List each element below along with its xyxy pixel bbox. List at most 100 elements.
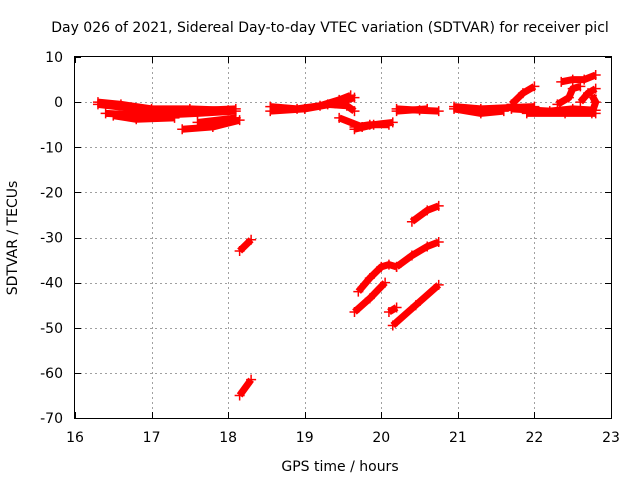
data-band	[387, 304, 399, 315]
x-tick-label: 18	[219, 430, 237, 446]
y-tick-label: -40	[40, 276, 63, 292]
data-point	[192, 117, 203, 128]
data-point	[433, 200, 444, 211]
data-point	[422, 241, 433, 252]
data-series	[322, 99, 360, 117]
data-point	[433, 106, 444, 117]
x-tick-labels: 16 17 18 19 20 21 22 23	[66, 430, 620, 446]
y-tick-label: -10	[40, 140, 63, 156]
data-point	[567, 74, 578, 85]
y-tick-label: 0	[54, 95, 63, 111]
data-point	[349, 92, 360, 103]
y-tick-label: -60	[40, 366, 63, 382]
data-point	[406, 250, 417, 261]
data-series	[449, 103, 509, 119]
data-point	[349, 106, 360, 117]
data-point	[575, 97, 586, 108]
data-point	[387, 320, 398, 331]
data-band	[396, 105, 428, 115]
data-point	[506, 99, 517, 110]
data-point	[349, 121, 360, 132]
data-point	[234, 246, 245, 257]
x-axis-label: GPS time / hours	[281, 459, 398, 475]
data-point	[334, 112, 345, 123]
data-point	[422, 205, 433, 216]
data-point	[108, 110, 119, 121]
data-point	[230, 112, 241, 123]
x-tick-label: 17	[143, 430, 161, 446]
data-series	[521, 108, 601, 119]
data-point	[406, 216, 417, 227]
data-point	[422, 103, 433, 114]
data-point	[383, 306, 394, 317]
data-series	[108, 110, 180, 125]
data-point	[475, 108, 486, 119]
data-band	[270, 94, 356, 115]
data-band	[237, 237, 254, 254]
data-point	[560, 108, 571, 119]
x-tick-label: 19	[296, 430, 314, 446]
data-series	[349, 119, 394, 132]
data-point	[556, 76, 567, 87]
data-band	[394, 238, 440, 270]
x-tick-label: 22	[526, 430, 544, 446]
data-point	[391, 302, 402, 313]
data-series	[192, 112, 241, 128]
data-point	[433, 279, 444, 290]
data-series	[506, 81, 540, 110]
data-point	[586, 90, 597, 101]
data-band	[555, 82, 582, 108]
data-band	[560, 71, 597, 86]
data-point	[364, 293, 375, 304]
data-series	[406, 200, 444, 227]
data-point	[391, 106, 402, 117]
data-point	[521, 108, 532, 119]
data-series	[391, 237, 444, 272]
y-tick-label: 10	[45, 50, 63, 66]
data-point	[498, 106, 509, 117]
data-point	[299, 103, 310, 114]
data-point	[517, 88, 528, 99]
data-point	[383, 119, 394, 130]
data-point	[92, 99, 103, 110]
data-band	[409, 202, 440, 225]
data-points	[92, 70, 601, 401]
data-series	[391, 103, 433, 117]
data-point	[383, 259, 394, 270]
y-tick-labels: 10 0 -10 -20 -30 -40 -50 -60 -70	[40, 50, 63, 427]
y-tick-label: -50	[40, 321, 63, 337]
data-series	[383, 302, 402, 317]
chart-title: Day 026 of 2021, Sidereal Day-to-day VTE…	[51, 20, 609, 36]
data-point	[567, 83, 578, 94]
data-point	[322, 99, 333, 110]
data-point	[410, 300, 421, 311]
x-tick-label: 16	[66, 430, 84, 446]
data-point	[590, 83, 601, 94]
data-point	[246, 234, 257, 245]
data-series	[586, 90, 601, 119]
data-point	[364, 119, 375, 130]
plot-border	[74, 56, 612, 419]
data-series	[349, 277, 391, 317]
data-point	[579, 74, 590, 85]
data-series	[387, 279, 444, 331]
data-series	[556, 70, 601, 87]
data-band	[112, 112, 175, 123]
data-point	[391, 261, 402, 272]
x-tick-label: 23	[602, 430, 620, 446]
y-tick-label: -20	[40, 185, 63, 201]
data-series	[575, 83, 601, 108]
data-band	[236, 377, 254, 398]
data-point	[349, 306, 360, 317]
y-axis-label: SDTVAR / TECUs	[5, 181, 21, 296]
data-point	[433, 237, 444, 248]
data-point	[552, 99, 563, 110]
data-point	[131, 114, 142, 125]
data-series	[234, 234, 257, 257]
y-tick-label: -30	[40, 231, 63, 247]
data-point	[265, 106, 276, 117]
data-point	[100, 108, 111, 119]
x-tick-label: 20	[372, 430, 390, 446]
y-tick-label: -70	[40, 411, 63, 427]
